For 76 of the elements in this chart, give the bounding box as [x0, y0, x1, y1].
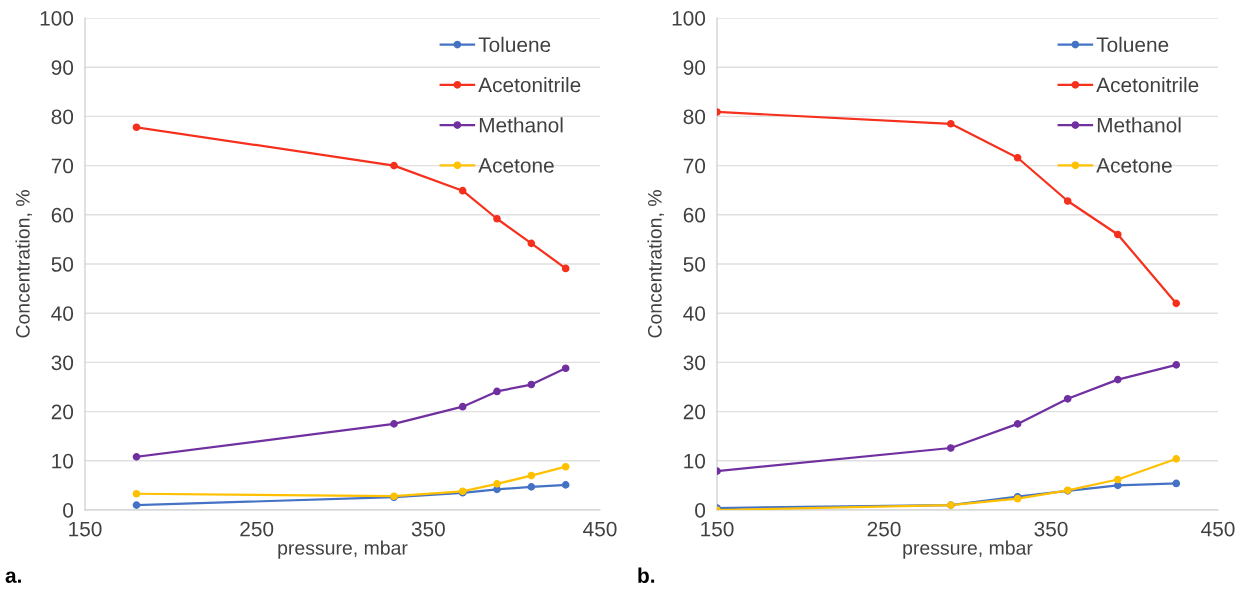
point — [946, 444, 955, 452]
point — [493, 480, 501, 488]
x-tick-label: 250 — [240, 521, 274, 537]
point — [493, 387, 501, 396]
point — [132, 489, 141, 498]
x-axis-title: pressure, mbar — [278, 540, 408, 559]
point — [1113, 475, 1122, 484]
x-tick-label: 450 — [583, 521, 617, 537]
x-tick-label: 350 — [411, 521, 445, 537]
y-tick-label: 40 — [51, 306, 74, 321]
y-tick-label: 50 — [683, 257, 706, 272]
y-tick-label: 100 — [672, 11, 706, 26]
point — [1172, 361, 1181, 369]
y-tick-label: 60 — [51, 207, 74, 223]
text: a. — [5, 571, 21, 583]
legend-label: Acetonitrile — [1096, 77, 1199, 93]
point — [946, 119, 955, 128]
point — [1013, 153, 1022, 162]
point — [1172, 455, 1181, 463]
legend-label: Toluene — [1096, 36, 1169, 53]
y-tick-label: 100 — [40, 11, 74, 26]
y-tick-label: 80 — [51, 109, 74, 125]
legend-label: Methanol — [1097, 117, 1181, 133]
y-tick-label: 0 — [63, 503, 74, 518]
y-axis-title: Concentration, % — [647, 190, 665, 338]
point — [390, 161, 398, 170]
y-tick-label: 10 — [684, 453, 706, 469]
point — [527, 239, 536, 248]
y-tick-label: 30 — [683, 355, 706, 371]
point — [1172, 479, 1181, 488]
point — [132, 501, 141, 509]
y-tick-label: 60 — [683, 207, 706, 223]
point — [527, 471, 536, 480]
legend-label: Toluene — [478, 36, 551, 53]
point — [1113, 230, 1122, 239]
point — [1063, 394, 1072, 403]
y-tick-label: 40 — [683, 306, 706, 321]
x-axis-title: pressure, mbar — [903, 540, 1033, 559]
legend-label: Methanol — [479, 117, 563, 133]
point — [561, 462, 570, 471]
point — [132, 123, 141, 132]
y-tick-label: 20 — [51, 404, 74, 420]
point — [132, 453, 141, 461]
y-tick-label: 50 — [51, 257, 74, 272]
y-tick-label: 80 — [683, 109, 706, 125]
x-tick-label: 150 — [701, 521, 734, 537]
point — [458, 186, 467, 195]
x-tick-label: 350 — [1034, 521, 1068, 537]
point — [458, 402, 467, 411]
point — [1013, 420, 1022, 428]
point — [527, 483, 536, 491]
x-tick-label: 250 — [867, 521, 901, 537]
y-tick-label: 90 — [683, 60, 706, 75]
y-tick-label: 70 — [683, 158, 706, 174]
point — [561, 481, 570, 489]
legend-label: Acetone — [1096, 158, 1172, 173]
point — [493, 214, 501, 223]
legend-label: Acetonitrile — [478, 77, 581, 93]
point — [1063, 197, 1072, 205]
x-tick-label: 150 — [69, 521, 102, 537]
y-axis-title: Concentration, % — [15, 190, 33, 338]
point — [1172, 299, 1181, 308]
point — [561, 264, 570, 273]
y-tick-label: 90 — [51, 60, 74, 75]
point — [390, 420, 398, 428]
text: b. — [638, 567, 655, 583]
y-tick-label: 0 — [695, 503, 706, 518]
legend-label: Acetone — [478, 158, 554, 173]
point — [1113, 375, 1122, 384]
y-tick-label: 10 — [52, 453, 74, 469]
y-tick-label: 20 — [683, 404, 706, 420]
point — [527, 380, 536, 389]
y-tick-label: 70 — [51, 158, 74, 174]
x-tick-label: 450 — [1201, 521, 1235, 537]
point — [561, 364, 570, 373]
y-tick-label: 30 — [51, 355, 74, 371]
